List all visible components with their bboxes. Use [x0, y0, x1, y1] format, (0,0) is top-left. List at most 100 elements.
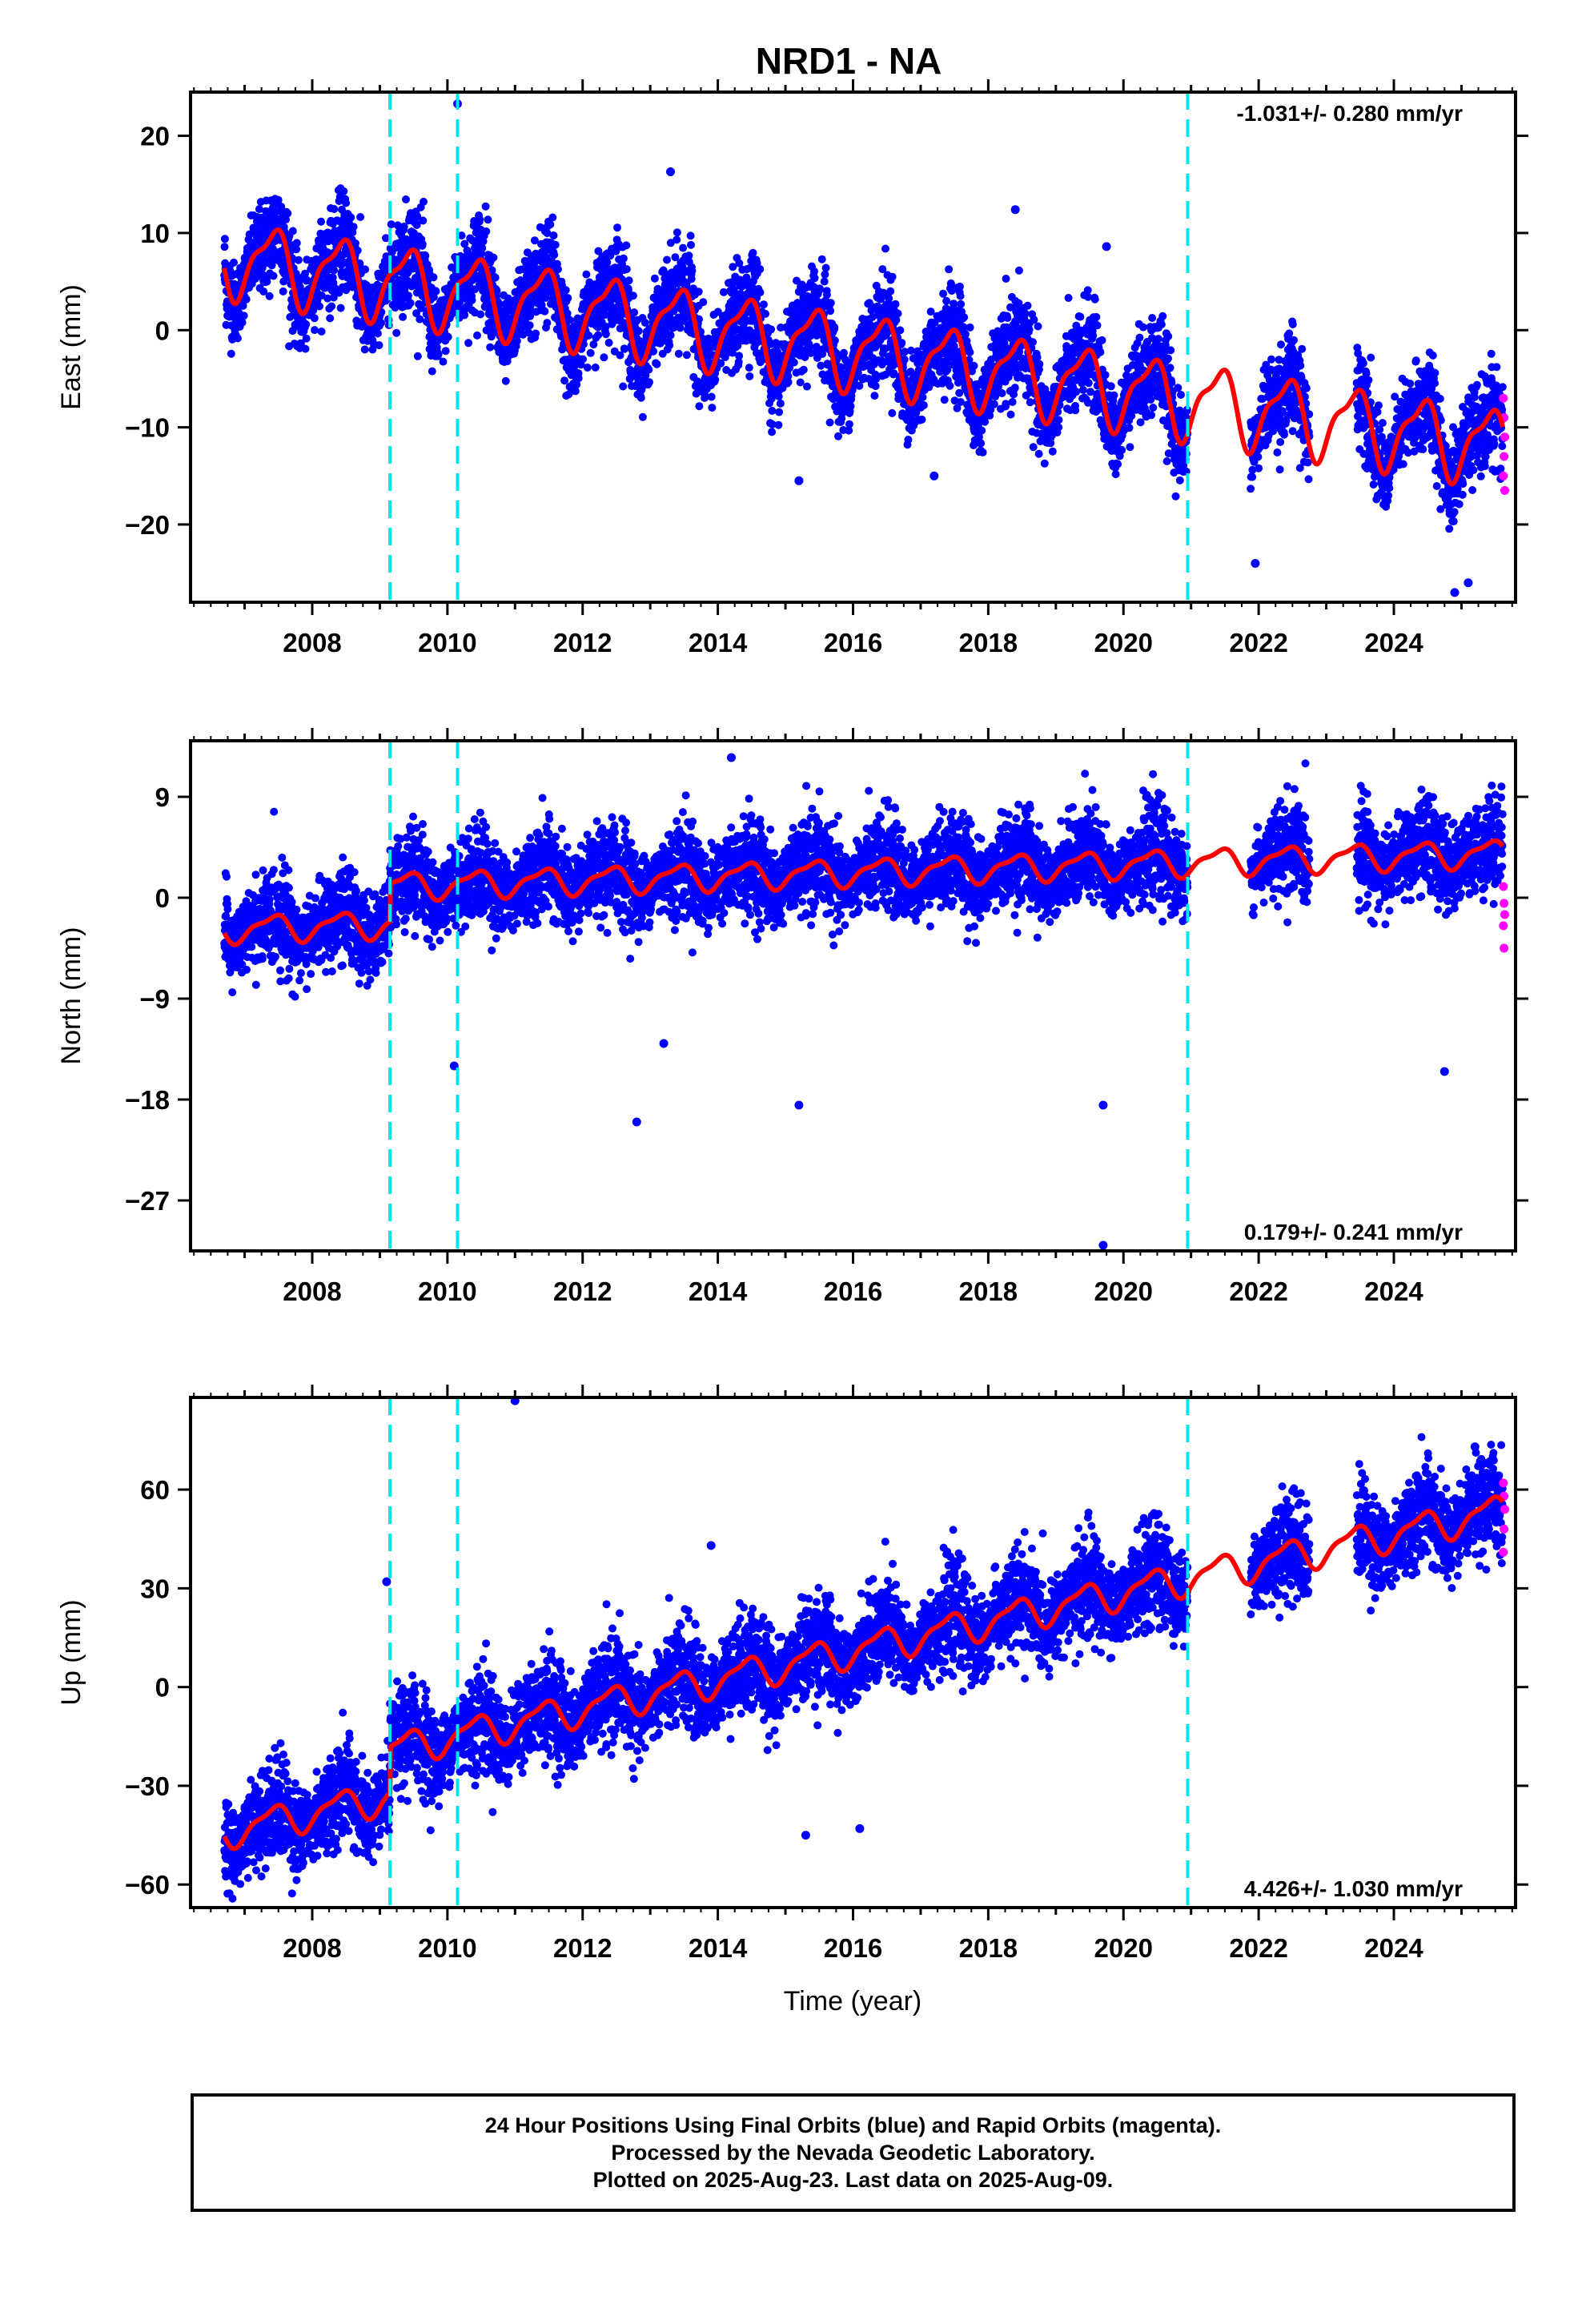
data-point [674, 349, 683, 358]
data-point [650, 274, 659, 283]
data-point [634, 327, 643, 336]
data-point [1046, 439, 1055, 448]
data-point [1035, 360, 1044, 368]
data-point [421, 251, 430, 260]
data-point [439, 357, 448, 366]
data-point [699, 298, 708, 307]
data-point [745, 364, 753, 372]
data-point [330, 205, 339, 213]
data-point [735, 352, 744, 360]
data-point [636, 393, 645, 402]
data-point [412, 309, 420, 318]
data-point [622, 265, 631, 274]
data-point [349, 223, 358, 231]
data-point [825, 418, 834, 427]
data-point [1002, 275, 1010, 283]
data-point [600, 353, 608, 362]
data-point [645, 378, 653, 387]
data-point [768, 407, 777, 415]
data-point [296, 339, 305, 348]
data-point [756, 265, 765, 274]
data-point [279, 287, 287, 296]
data-point [473, 331, 481, 340]
data-point [294, 255, 303, 264]
data-point [311, 326, 319, 335]
data-point [317, 328, 326, 336]
data-point [1078, 385, 1087, 394]
data-point [688, 267, 697, 275]
data-point [532, 329, 540, 338]
data-point [481, 202, 490, 211]
data-point [404, 292, 412, 300]
data-point [594, 331, 603, 340]
data-point [428, 367, 436, 376]
data-point [554, 265, 562, 274]
panel-east-plot-area [220, 92, 1509, 602]
data-point [830, 323, 839, 332]
data-point [400, 222, 408, 231]
data-point [392, 328, 401, 337]
data-point [549, 231, 558, 239]
data-point [966, 348, 974, 356]
data-point [551, 240, 560, 249]
data-point [784, 378, 793, 387]
data-point [942, 296, 951, 305]
data-point [776, 399, 785, 408]
data-point [1006, 410, 1015, 419]
data-point [1010, 384, 1019, 392]
data-point [687, 275, 696, 283]
data-point [1072, 388, 1081, 396]
data-point [574, 374, 583, 383]
data-point [888, 408, 897, 417]
data-point [1098, 336, 1106, 344]
data-point [512, 336, 521, 345]
data-point [476, 215, 484, 223]
data-point [291, 269, 300, 278]
data-point [301, 344, 310, 353]
data-point [990, 400, 998, 408]
data-point [957, 300, 966, 308]
data-point [946, 381, 954, 390]
data-point [418, 239, 427, 248]
data-point [939, 289, 948, 298]
data-point [255, 205, 263, 214]
data-point [1029, 338, 1037, 347]
data-point [749, 248, 757, 257]
data-point [220, 243, 229, 251]
data-point [282, 215, 290, 224]
data-point [978, 426, 986, 435]
data-point [682, 351, 691, 360]
data-point [977, 439, 986, 448]
data-point [673, 235, 681, 244]
data-point [701, 393, 709, 402]
data-point [624, 276, 633, 285]
data-point [546, 220, 555, 229]
data-point [310, 314, 319, 323]
data-point [896, 326, 905, 335]
data-point [353, 246, 362, 255]
data-point [1071, 406, 1080, 415]
data-point [583, 364, 592, 372]
data-point [444, 332, 452, 341]
data-point [759, 300, 768, 309]
data-point [1034, 449, 1043, 458]
data-point [708, 404, 717, 412]
data-point [326, 314, 335, 323]
data-point [413, 212, 422, 221]
data-point [630, 308, 639, 317]
data-point [373, 329, 382, 338]
data-point [1084, 379, 1093, 388]
data-point [387, 220, 396, 229]
data-point [283, 209, 292, 218]
data-point [560, 376, 569, 385]
data-point [940, 396, 949, 404]
data-point [351, 239, 359, 247]
data-point [1093, 321, 1102, 330]
data-point [377, 319, 385, 328]
data-point [1033, 353, 1042, 362]
data-point [1034, 322, 1042, 331]
data-point [292, 239, 301, 247]
data-point [775, 408, 784, 416]
data-point [761, 309, 769, 318]
data-point [891, 300, 900, 308]
